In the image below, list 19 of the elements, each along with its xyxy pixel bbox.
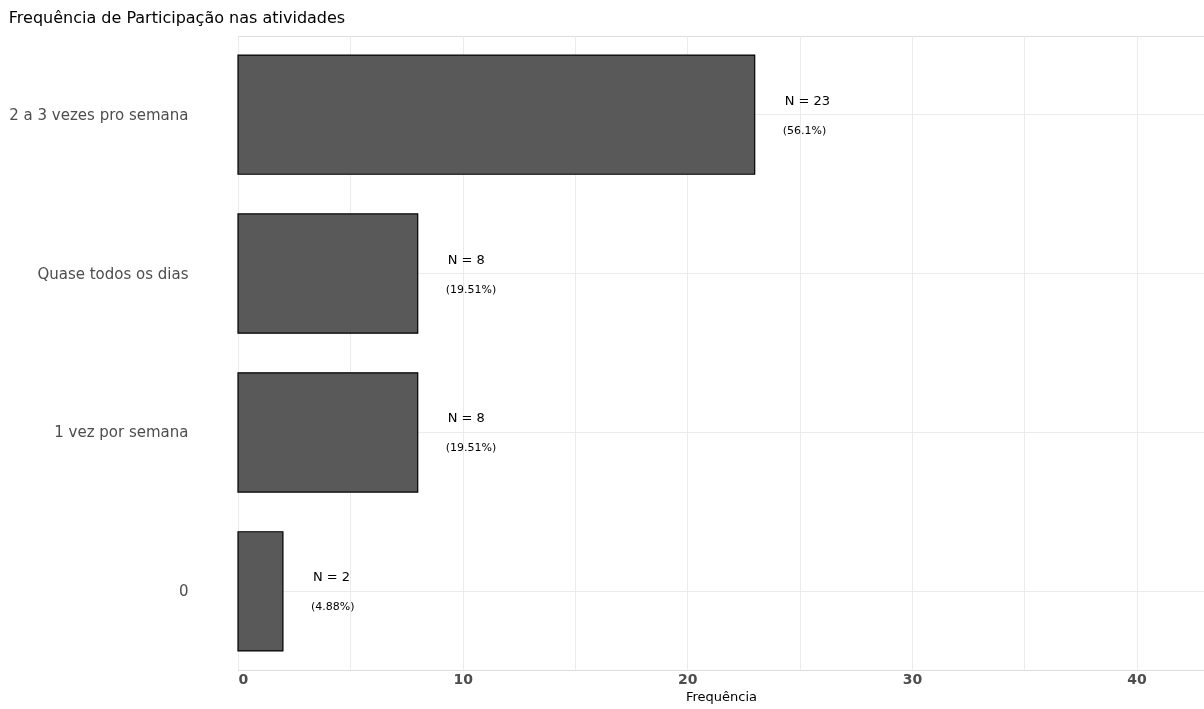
- bar: [237, 54, 756, 175]
- x-tick-label: 30: [902, 670, 923, 687]
- y-tick-label: 0: [178, 582, 189, 601]
- x-tick-label: 40: [1127, 670, 1148, 687]
- bar: [237, 213, 419, 334]
- text: N = 2 (4.88%): [310, 569, 355, 614]
- y-tick-label: 2 a 3 vezes pro semana: [9, 105, 189, 124]
- text: N = 8 (19.51%): [445, 410, 497, 455]
- x-tick-label: 20: [678, 670, 698, 687]
- bar: [237, 372, 419, 493]
- x-tick-label: 10: [453, 670, 474, 687]
- text: N = 8 (19.51%): [445, 251, 497, 296]
- y-tick-label: 1 vez por semana: [54, 423, 189, 442]
- chart-title: Frequência de Participação nas atividades: [8, 8, 346, 27]
- x-tick-label: 0: [238, 670, 249, 687]
- text: N = 23 (56.1%): [782, 92, 831, 137]
- x-axis-title: Frequência: [685, 688, 758, 704]
- bar: [237, 531, 284, 652]
- y-tick-label: Quase todos os dias: [37, 264, 189, 283]
